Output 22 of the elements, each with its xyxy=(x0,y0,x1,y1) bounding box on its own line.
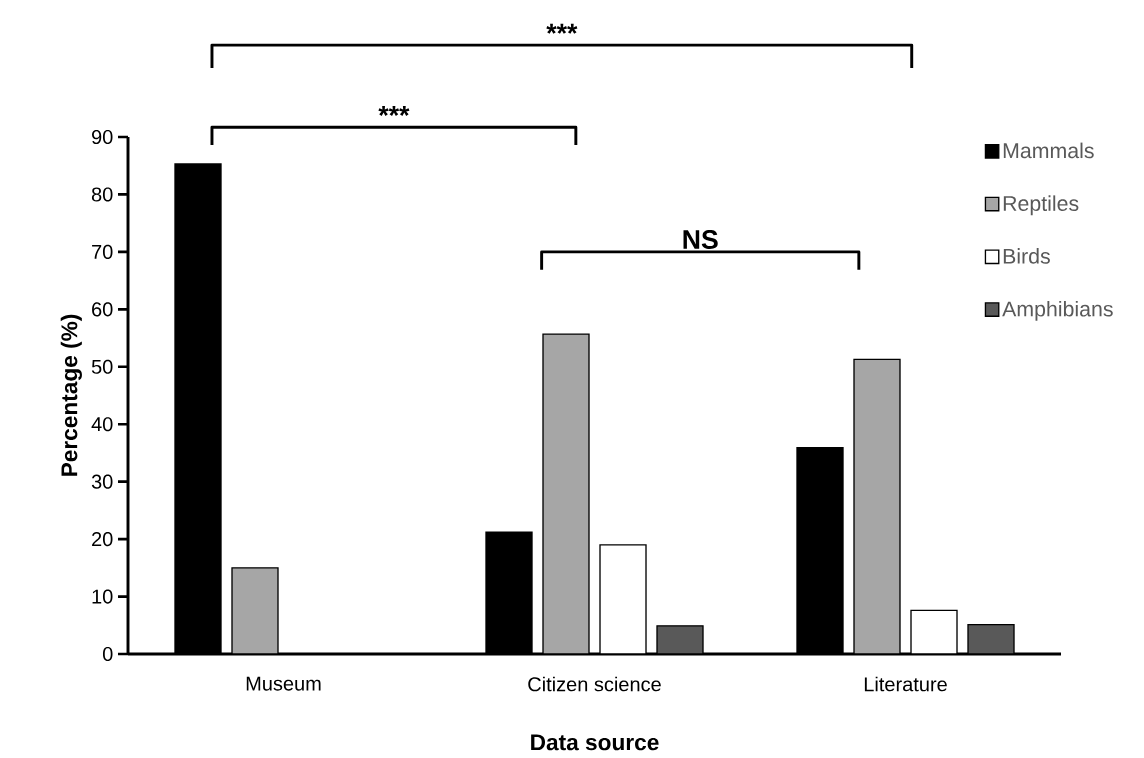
legend-label: Reptiles xyxy=(1003,195,1079,216)
legend-label: Mammals xyxy=(1003,142,1094,159)
y-tick-label: 10 xyxy=(92,589,113,604)
legend-label: Birds xyxy=(1003,248,1050,264)
legend-label: Amphibians xyxy=(1002,300,1113,321)
y-tick-label: 90 xyxy=(92,129,113,145)
annotation: NS xyxy=(683,230,718,249)
y-tick-label: 70 xyxy=(92,244,113,259)
x-axis-title: Data source xyxy=(531,734,659,751)
x-tick-label: Museum xyxy=(246,676,321,691)
y-tick-label: 30 xyxy=(91,474,113,489)
text: *** xyxy=(378,105,410,116)
y-tick-label: 50 xyxy=(91,359,113,374)
x-tick-label: Citizen science xyxy=(528,676,661,692)
x-tick-label: Literature xyxy=(864,676,947,692)
y-tick-label: 80 xyxy=(91,187,113,202)
y-tick-label: 40 xyxy=(91,417,113,432)
y-axis-title: Percentage (%) xyxy=(60,314,82,476)
text: *** xyxy=(546,23,578,34)
y-tick-label: 60 xyxy=(92,302,113,317)
y-tick-label: 20 xyxy=(92,532,113,547)
y-tick-label: 0 xyxy=(102,646,113,662)
